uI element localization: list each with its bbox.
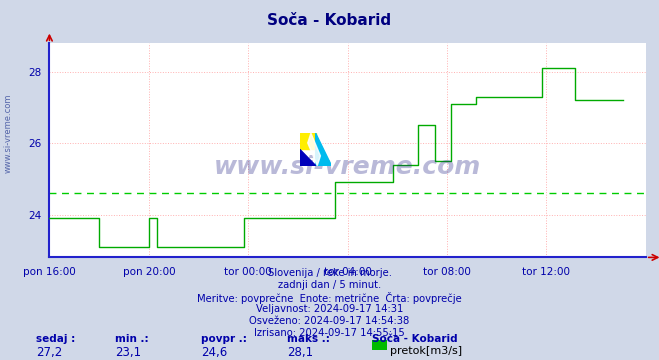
Text: 23,1: 23,1 [115,346,142,359]
Text: Osveženo: 2024-09-17 14:54:38: Osveženo: 2024-09-17 14:54:38 [249,316,410,326]
Text: sedaj :: sedaj : [36,334,76,344]
Text: min .:: min .: [115,334,149,344]
Text: Izrisano: 2024-09-17 14:55:15: Izrisano: 2024-09-17 14:55:15 [254,328,405,338]
Text: 24,6: 24,6 [201,346,227,359]
Text: 28,1: 28,1 [287,346,313,359]
Text: pretok[m3/s]: pretok[m3/s] [390,346,462,356]
Text: www.si-vreme.com: www.si-vreme.com [214,156,481,179]
Text: Slovenija / reke in morje.: Slovenija / reke in morje. [268,268,391,278]
Polygon shape [316,133,331,166]
Text: povpr .:: povpr .: [201,334,247,344]
Polygon shape [300,133,316,149]
Polygon shape [300,149,316,166]
Text: 27,2: 27,2 [36,346,63,359]
Text: www.si-vreme.com: www.si-vreme.com [4,94,13,173]
Text: Soča - Kobarid: Soča - Kobarid [268,13,391,28]
Text: Meritve: povprečne  Enote: metrične  Črta: povprečje: Meritve: povprečne Enote: metrične Črta:… [197,292,462,304]
Text: Veljavnost: 2024-09-17 14:31: Veljavnost: 2024-09-17 14:31 [256,304,403,314]
Text: maks .:: maks .: [287,334,330,344]
Polygon shape [308,133,320,166]
Text: zadnji dan / 5 minut.: zadnji dan / 5 minut. [278,280,381,290]
Text: Soča - Kobarid: Soča - Kobarid [372,334,458,344]
